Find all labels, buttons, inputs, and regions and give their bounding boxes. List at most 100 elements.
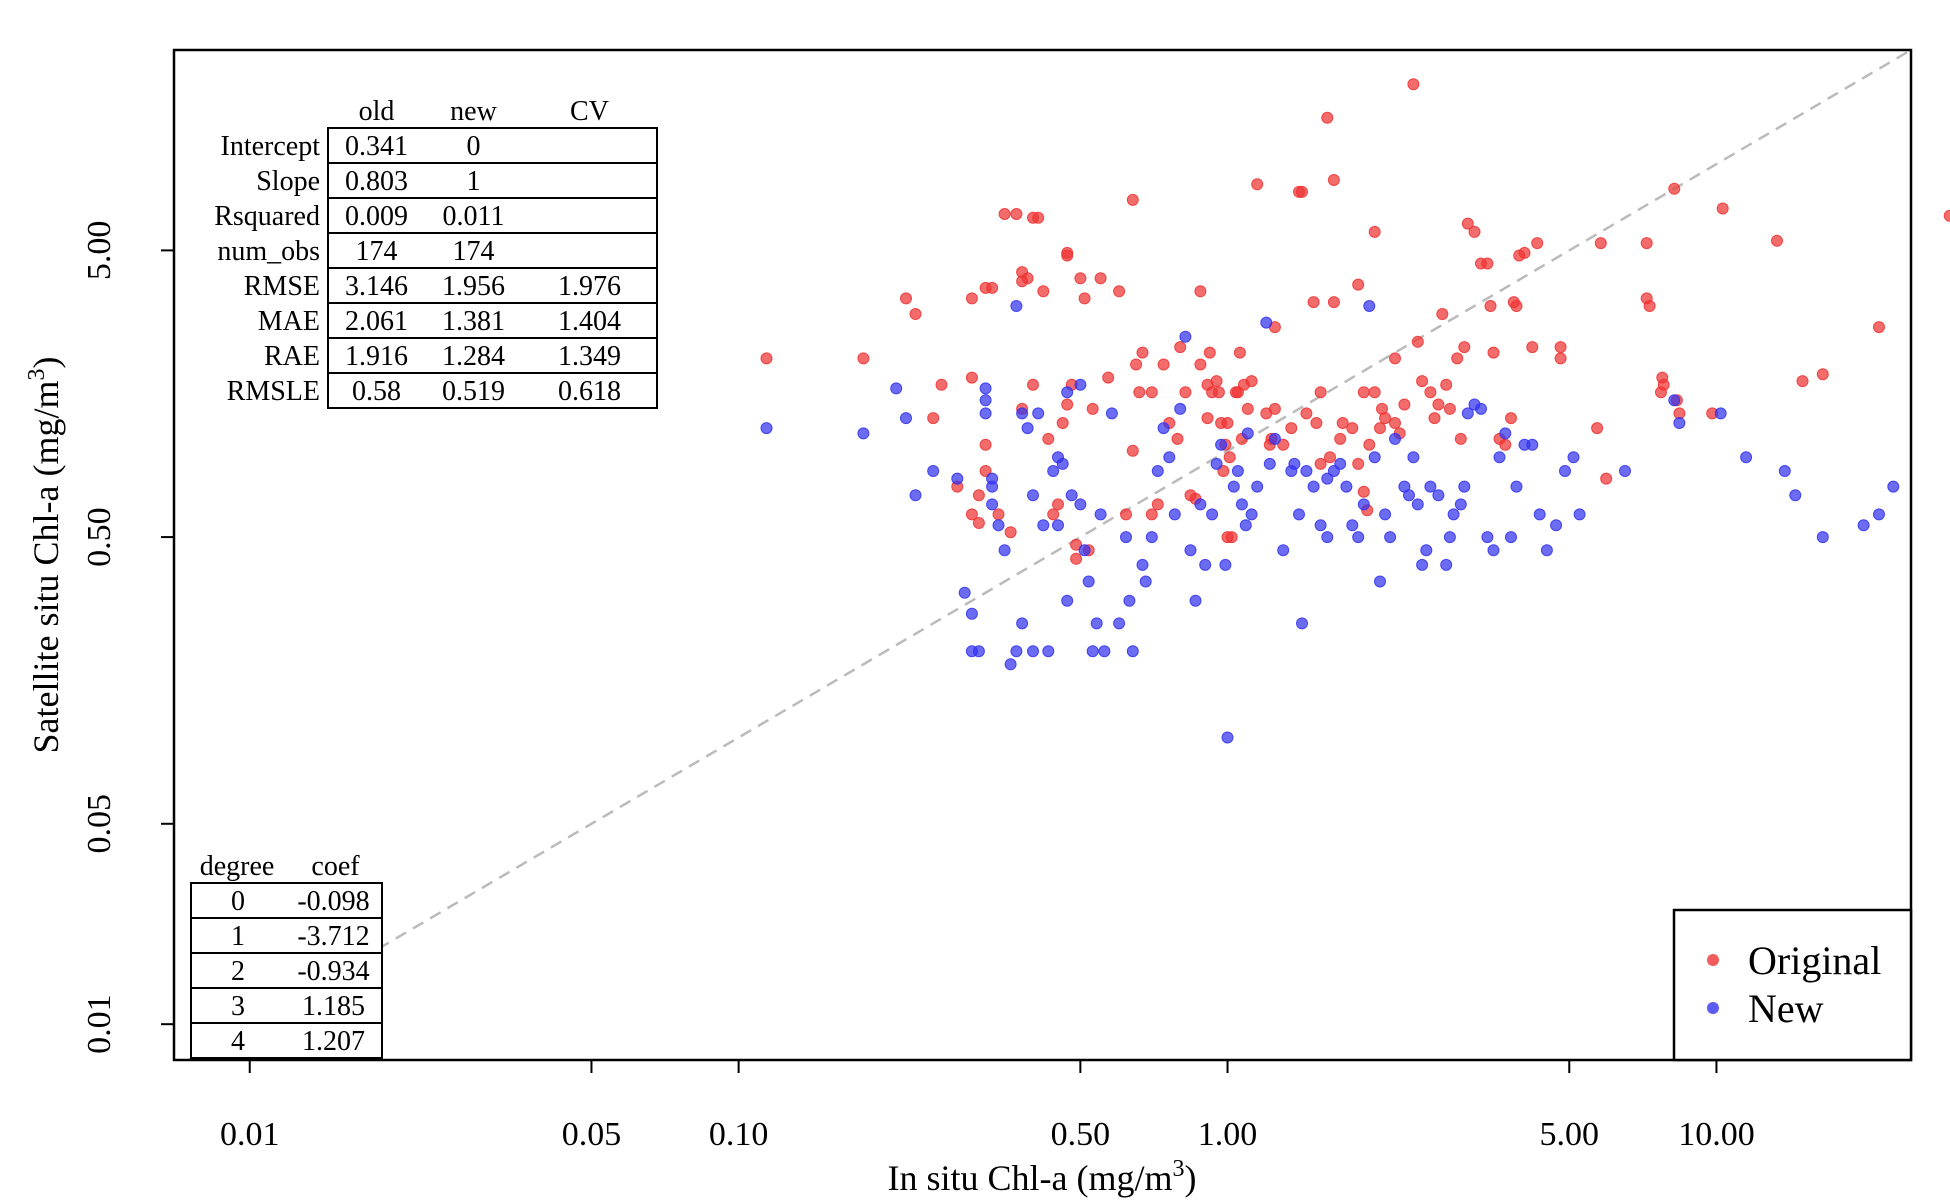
new-point xyxy=(1047,465,1060,477)
scatter-points xyxy=(760,78,1950,744)
original-point xyxy=(1027,378,1039,391)
stats-cell: 1.976 xyxy=(558,271,621,302)
new-point xyxy=(1778,465,1791,477)
new-point xyxy=(1037,519,1050,532)
original-point xyxy=(1221,417,1234,429)
new-point xyxy=(1032,407,1045,420)
new-point xyxy=(1475,402,1487,415)
new-point xyxy=(1189,594,1202,607)
new-point xyxy=(1573,508,1586,521)
y-tick-label: 5.00 xyxy=(81,221,118,281)
new-point xyxy=(1567,451,1580,464)
stats-cell: 0.803 xyxy=(345,166,408,197)
original-point xyxy=(1334,432,1347,445)
statistics-table: old new CV Intercept 0.341 0 Slope 0.803 1 Rsquar… xyxy=(214,96,658,409)
stats-row-label: Rsquared xyxy=(214,201,320,232)
new-point xyxy=(1239,519,1252,532)
coef-degree-cell: 0 xyxy=(231,886,245,917)
original-point xyxy=(1398,398,1411,411)
original-point xyxy=(1300,407,1313,420)
original-point xyxy=(972,489,985,502)
new-point xyxy=(1526,438,1539,451)
original-point xyxy=(1285,422,1298,435)
new-point xyxy=(1714,407,1727,420)
new-point xyxy=(1194,498,1207,511)
new-point xyxy=(1887,480,1900,493)
new-point xyxy=(1458,480,1471,493)
new-point xyxy=(1668,394,1681,407)
new-point xyxy=(1206,508,1219,521)
new-point xyxy=(1424,480,1437,493)
coef-degree-cell: 3 xyxy=(231,991,245,1022)
new-point xyxy=(1363,300,1376,312)
new-point xyxy=(1016,617,1029,630)
original-point xyxy=(1458,341,1471,354)
original-point xyxy=(760,352,773,365)
original-point xyxy=(1451,352,1464,365)
new-point xyxy=(1550,519,1563,532)
x-axis: 0.01 0.05 0.10 0.50 1.00 5.00 10.00 xyxy=(220,1060,1755,1153)
y-axis-title: Satellite situ Chl-a (mg/m3) xyxy=(24,357,66,754)
original-point xyxy=(1368,225,1381,238)
original-point xyxy=(1531,237,1544,250)
original-point xyxy=(1554,341,1567,354)
new-point xyxy=(1379,508,1392,521)
x-tick-label: 0.05 xyxy=(562,1116,622,1153)
new-point xyxy=(1010,645,1023,658)
coef-col-header: degree xyxy=(200,851,275,882)
new-point xyxy=(1061,594,1074,607)
stats-cell: 174 xyxy=(453,236,495,267)
original-point xyxy=(1505,412,1517,425)
new-point xyxy=(986,472,999,485)
new-point xyxy=(1505,531,1517,544)
new-point xyxy=(1027,489,1039,502)
stats-row-label: Intercept xyxy=(221,131,321,162)
original-point xyxy=(1327,296,1340,309)
original-point xyxy=(1070,538,1083,551)
new-point xyxy=(1873,508,1885,521)
new-point xyxy=(979,407,992,420)
original-point xyxy=(1816,368,1829,381)
new-point xyxy=(979,394,992,407)
y-tick-label: 0.50 xyxy=(81,507,118,567)
new-point xyxy=(1027,645,1039,658)
new-point xyxy=(1086,645,1099,658)
original-point xyxy=(1411,335,1424,348)
stats-cell: 1.349 xyxy=(558,341,621,372)
new-point xyxy=(1074,498,1087,511)
y-axis: 0.01 0.05 0.50 5.00 xyxy=(81,221,174,1054)
legend-marker-new xyxy=(1707,1002,1719,1014)
original-point xyxy=(927,412,940,425)
identity-line xyxy=(188,48,1912,1062)
original-point xyxy=(1179,386,1192,399)
plot-frame xyxy=(172,48,1913,1062)
stats-cell: 174 xyxy=(356,236,398,267)
new-point xyxy=(1432,489,1445,502)
new-point xyxy=(1499,427,1512,440)
coef-value-cell: -0.098 xyxy=(297,886,369,917)
original-point xyxy=(1241,402,1254,415)
new-point xyxy=(1082,575,1095,588)
new-point xyxy=(1300,465,1313,477)
x-tick-label: 0.10 xyxy=(709,1116,769,1153)
stats-cell: 1 xyxy=(467,166,481,197)
new-point xyxy=(1241,427,1254,440)
new-point xyxy=(958,586,971,599)
original-point xyxy=(1327,174,1340,186)
new-point xyxy=(1215,438,1228,451)
original-point xyxy=(1352,278,1365,291)
legend-box xyxy=(1672,908,1913,1062)
stats-cell: 1.916 xyxy=(345,341,408,372)
stats-col-header: old xyxy=(359,96,395,127)
original-point xyxy=(1145,508,1158,521)
original-point xyxy=(1251,178,1264,191)
original-point xyxy=(1416,375,1429,388)
new-point xyxy=(1021,422,1034,435)
original-point xyxy=(1223,451,1236,464)
new-point xyxy=(1010,300,1023,312)
original-point xyxy=(1078,292,1091,305)
new-point xyxy=(1420,544,1433,557)
original-point xyxy=(1436,308,1449,320)
new-point xyxy=(965,607,978,620)
